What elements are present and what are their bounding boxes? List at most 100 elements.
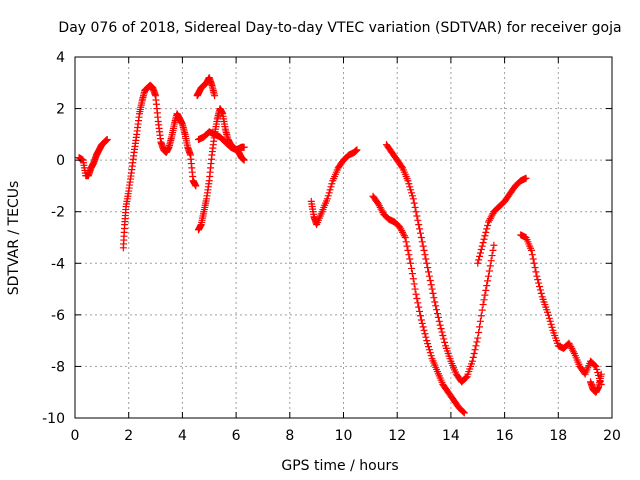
y-tick-label: 4 bbox=[56, 50, 65, 66]
x-tick-label: 10 bbox=[335, 428, 353, 444]
data-point-seg8 bbox=[480, 296, 488, 304]
data-point-seg8 bbox=[412, 208, 420, 216]
x-tick-label: 12 bbox=[388, 428, 406, 444]
data-point-seg8 bbox=[439, 331, 447, 339]
data-point-seg10 bbox=[532, 268, 540, 276]
data-point-seg11 bbox=[597, 370, 605, 378]
data-point-seg9 bbox=[474, 259, 482, 267]
data-point-seg10 bbox=[548, 323, 556, 331]
data-point-seg8 bbox=[472, 342, 480, 350]
data-point-seg9 bbox=[475, 256, 483, 264]
data-point-seg8 bbox=[415, 221, 423, 229]
data-point-seg8 bbox=[441, 338, 449, 346]
data-point-seg7 bbox=[417, 316, 425, 324]
data-point-seg10 bbox=[535, 279, 543, 287]
data-point-seg8 bbox=[422, 255, 430, 263]
data-point-seg9 bbox=[476, 252, 484, 260]
data-point-seg9 bbox=[481, 232, 489, 240]
data-point-seg6 bbox=[323, 195, 331, 203]
data-point-seg8 bbox=[405, 180, 413, 188]
x-tick-label: 4 bbox=[178, 428, 187, 444]
x-tick-label: 6 bbox=[232, 428, 241, 444]
data-point-seg7 bbox=[403, 242, 411, 250]
data-point-seg8 bbox=[407, 186, 415, 194]
x-axis-title: GPS time / hours bbox=[281, 458, 398, 474]
data-point-seg7 bbox=[415, 303, 423, 311]
data-point-seg7 bbox=[422, 333, 430, 341]
data-point-seg10 bbox=[530, 259, 538, 267]
data-points bbox=[75, 74, 605, 417]
data-point-seg8 bbox=[418, 238, 426, 246]
data-point-seg8 bbox=[419, 242, 427, 250]
data-point-seg2 bbox=[192, 182, 200, 190]
data-point-seg8 bbox=[428, 285, 436, 293]
data-point-seg10 bbox=[536, 282, 544, 290]
data-point-seg8 bbox=[474, 334, 482, 342]
data-point-seg8 bbox=[421, 251, 429, 259]
data-point-seg8 bbox=[404, 177, 412, 185]
data-point-seg10 bbox=[545, 314, 553, 322]
y-tick-label: -8 bbox=[51, 359, 65, 375]
data-point-seg10 bbox=[529, 255, 537, 263]
data-point-seg8 bbox=[488, 252, 496, 260]
data-point-seg8 bbox=[427, 281, 435, 289]
data-point-seg8 bbox=[433, 306, 441, 314]
data-point-seg8 bbox=[436, 321, 444, 329]
data-point-seg6 bbox=[327, 183, 335, 191]
x-tick-label: 16 bbox=[496, 428, 514, 444]
data-point-seg10 bbox=[570, 348, 578, 356]
data-point-seg10 bbox=[546, 317, 554, 325]
data-point-seg8 bbox=[440, 335, 448, 343]
data-point-seg10 bbox=[593, 365, 601, 373]
data-point-seg7 bbox=[404, 246, 412, 254]
y-tick-label: -10 bbox=[42, 411, 65, 427]
data-point-seg10 bbox=[594, 368, 602, 376]
data-point-seg10 bbox=[591, 362, 599, 370]
data-point-seg8 bbox=[484, 277, 492, 285]
data-point-seg9 bbox=[480, 235, 488, 243]
data-point-seg7 bbox=[406, 255, 414, 263]
data-point-seg9 bbox=[478, 242, 486, 250]
data-point-seg7 bbox=[402, 238, 410, 246]
data-point-seg8 bbox=[470, 350, 478, 358]
data-point-seg7 bbox=[409, 275, 417, 283]
data-point-seg8 bbox=[481, 291, 489, 299]
data-point-seg10 bbox=[537, 289, 545, 297]
data-point-seg9 bbox=[482, 228, 490, 236]
data-point-seg8 bbox=[424, 264, 432, 272]
data-point-seg10 bbox=[592, 362, 600, 370]
data-point-seg9 bbox=[522, 174, 530, 182]
y-tick-label: 2 bbox=[56, 102, 65, 118]
data-point-seg7 bbox=[420, 326, 428, 334]
data-point-seg8 bbox=[420, 246, 428, 254]
data-point-seg7 bbox=[405, 251, 413, 259]
data-point-seg10 bbox=[547, 320, 555, 328]
data-point-seg7 bbox=[410, 280, 418, 288]
data-point-seg8 bbox=[431, 298, 439, 306]
data-point-seg6 bbox=[326, 186, 334, 194]
data-point-seg9 bbox=[483, 225, 491, 233]
data-point-seg10 bbox=[528, 251, 536, 259]
data-point-seg6 bbox=[325, 189, 333, 197]
y-tick-label: -2 bbox=[51, 205, 65, 221]
data-point-seg9 bbox=[477, 246, 485, 254]
data-point-seg8 bbox=[413, 212, 421, 220]
data-point-seg9 bbox=[479, 239, 487, 247]
data-point-seg7 bbox=[423, 337, 431, 345]
data-point-seg8 bbox=[410, 199, 418, 207]
data-point-seg7 bbox=[416, 307, 424, 315]
data-point-seg8 bbox=[432, 302, 440, 310]
y-axis-title: SDTVAR / TECUs bbox=[6, 181, 22, 296]
data-point-seg8 bbox=[417, 234, 425, 241]
data-point-seg8 bbox=[423, 259, 431, 267]
data-point-seg8 bbox=[437, 325, 445, 333]
data-point-seg8 bbox=[408, 189, 416, 197]
data-point-seg8 bbox=[416, 225, 424, 233]
data-point-seg7 bbox=[408, 264, 416, 272]
data-point-seg8 bbox=[435, 317, 443, 325]
data-point-seg4 bbox=[240, 156, 248, 164]
data-point-seg7 bbox=[424, 340, 432, 348]
chart-title: Day 076 of 2018, Sidereal Day-to-day VTE… bbox=[58, 20, 621, 36]
data-point-seg8 bbox=[429, 289, 437, 297]
